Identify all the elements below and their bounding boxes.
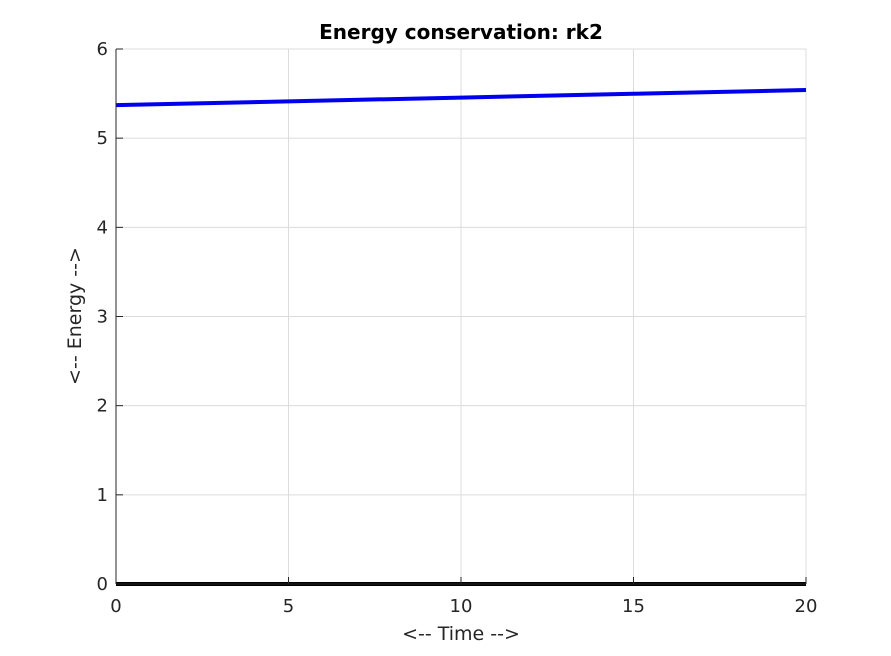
axes xyxy=(115,48,807,585)
y-tick-label-4: 4 xyxy=(97,217,108,238)
grid xyxy=(115,48,807,585)
chart-title: Energy conservation: rk2 xyxy=(319,20,603,44)
x-tick-label-3: 15 xyxy=(622,596,645,617)
series-line-0 xyxy=(115,88,807,108)
x-axis-label: <-- Time --> xyxy=(402,623,520,645)
y-axis-label: <-- Energy --> xyxy=(64,247,86,385)
x-tick-label-4: 20 xyxy=(795,596,818,617)
y-tick-label-6: 6 xyxy=(97,39,108,60)
y-tick-label-1: 1 xyxy=(97,485,108,506)
tick-labels: 0 5 10 15 20 0 1 2 3 4 5 6 xyxy=(97,39,818,617)
y-tick-label-3: 3 xyxy=(97,307,108,328)
y-tick-label-2: 2 xyxy=(97,396,108,417)
y-tick-label-0: 0 xyxy=(97,574,108,595)
y-tick-label-5: 5 xyxy=(97,128,108,149)
x-tick-label-1: 5 xyxy=(283,596,294,617)
x-tick-label-2: 10 xyxy=(450,596,473,617)
x-tick-label-0: 0 xyxy=(110,596,121,617)
